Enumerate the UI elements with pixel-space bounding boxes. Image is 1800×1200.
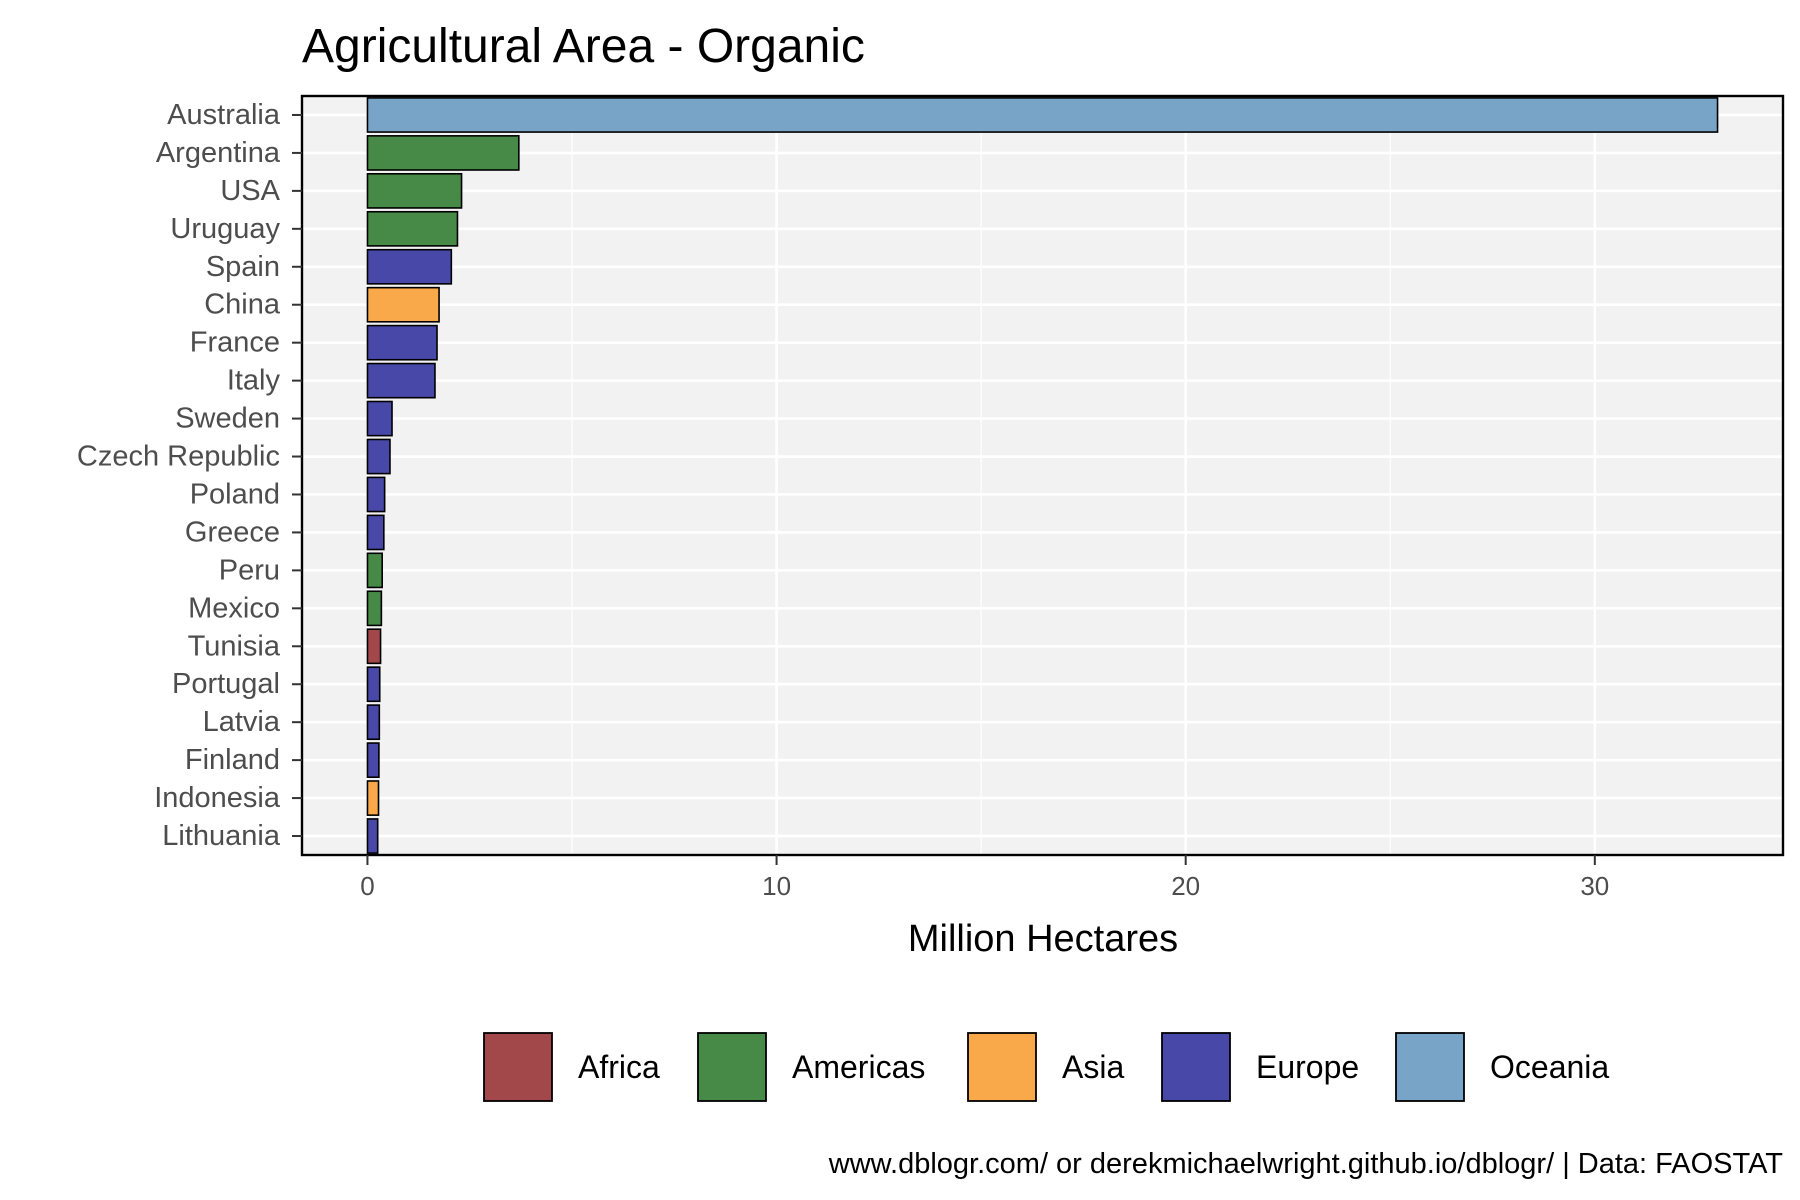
bar-greece [366,514,385,551]
bar-tunisia [366,628,382,665]
legend-label-europe: Europe [1256,1049,1359,1085]
legend-label-americas: Americas [792,1049,925,1085]
y-tick-label: Poland [190,478,280,510]
legend: Africa Americas Asia Europe Oceania [483,1032,1609,1102]
y-tick-label: USA [220,175,280,207]
bar-portugal [366,666,381,703]
bar-poland [366,476,386,513]
x-tick-label: 0 [360,871,374,901]
bar-lithuania [366,818,379,854]
y-tick-label: Lithuania [162,820,281,852]
x-tick-label: 30 [1580,871,1609,901]
legend-key-asia [967,1032,1037,1102]
y-tick-label: Tunisia [188,630,281,662]
y-tick-label: Portugal [172,668,280,700]
y-tick-label: Finland [185,744,280,776]
y-tick-label: Uruguay [170,213,280,245]
bar-usa [366,172,463,209]
bar-czech-republic [366,438,391,475]
x-tick-label: 10 [762,871,791,901]
y-tick-label: Greece [185,516,280,548]
y-tick-label: Czech Republic [77,441,280,473]
panel-background [302,96,1783,855]
chart-title: Agricultural Area - Organic [302,20,865,73]
y-tick-label: Latvia [203,706,281,738]
bar-peru [366,552,383,589]
bar-australia [366,97,1719,133]
bar-finland [366,742,380,779]
bar-argentina [366,135,520,171]
y-tick-label: Argentina [156,137,281,169]
chart-caption: www.dblogr.com/ or derekmichaelwright.gi… [828,1148,1783,1180]
legend-key-oceania [1395,1032,1465,1102]
legend-label-asia: Asia [1062,1049,1124,1085]
y-tick-label: China [204,289,281,321]
panel-border [300,94,1785,857]
x-tick-label: 20 [1171,871,1200,901]
y-tick-label: France [190,327,280,359]
bar-indonesia [366,780,380,816]
legend-label-africa: Africa [578,1049,660,1085]
y-tick-label: Spain [206,251,280,283]
bar-china [366,286,440,323]
y-tick-label: Mexico [188,592,280,624]
plot-panel [300,94,1785,857]
y-tick-label: Indonesia [154,782,281,814]
y-tick-label: Peru [219,554,280,586]
legend-key-americas [697,1032,767,1102]
y-tick-label: Sweden [175,403,280,435]
bar-spain [366,248,453,285]
legend-key-africa [483,1032,553,1102]
legend-label-oceania: Oceania [1490,1049,1609,1085]
bar-france [366,324,438,361]
bar-mexico [366,590,383,627]
bar-sweden [366,400,393,437]
y-axis: Australia Argentina USA Uruguay Spain China Fr… [77,99,302,852]
bar-italy [366,362,436,399]
legend-key-europe [1161,1032,1231,1102]
bar-latvia [366,704,381,741]
x-axis-label: Million Hectares [908,918,1178,960]
x-axis: 0 10 20 30 [360,855,1609,901]
y-tick-label: Italy [227,365,281,397]
y-tick-label: Australia [167,99,281,131]
bar-uruguay [366,210,459,247]
